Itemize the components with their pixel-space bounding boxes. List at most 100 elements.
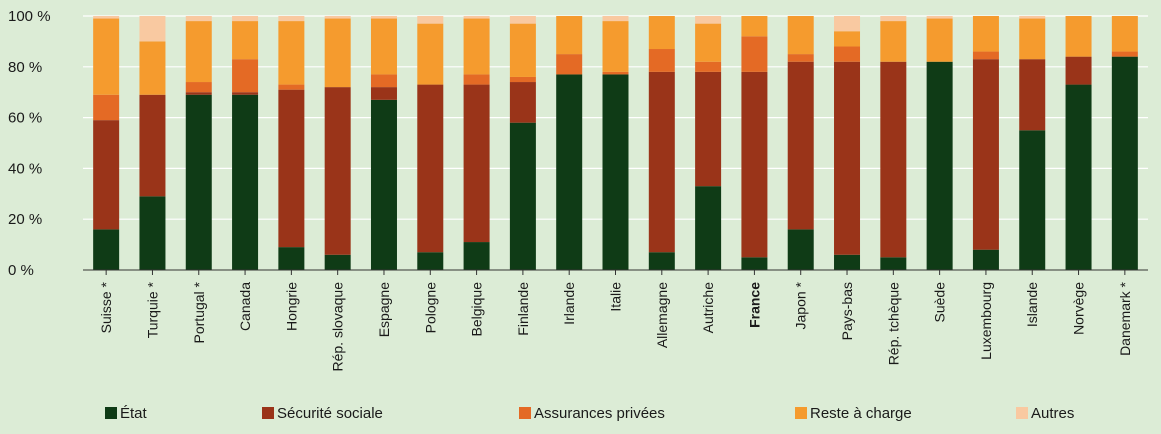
bar-segment-4 (1019, 18, 1046, 60)
x-tick-label: Luxembourg (978, 282, 994, 360)
bar-segment-5 (278, 16, 305, 22)
bar-segment-3 (741, 36, 768, 72)
x-tick-label: Autriche (700, 282, 716, 334)
bar-segment-1 (926, 61, 953, 270)
bar-segment-2 (93, 120, 120, 230)
bar-segment-4 (695, 23, 722, 62)
x-tick-label: Suède (932, 282, 948, 323)
bar-segment-1 (1019, 130, 1046, 270)
bar-segment-5 (695, 16, 722, 24)
bar-segment-1 (324, 254, 351, 270)
bar-segment-4 (417, 23, 444, 85)
bar-segment-1 (1065, 84, 1092, 270)
bar-segment-5 (1019, 16, 1046, 19)
bar-segment-5 (139, 16, 166, 42)
bar-segment-2 (787, 61, 814, 230)
bar-segment-3 (695, 61, 722, 72)
legend-swatch (795, 407, 807, 419)
x-tick-label: Irlande (561, 282, 577, 325)
bar-segment-2 (509, 82, 536, 123)
x-tick-label: Canada (237, 282, 253, 331)
bar-segment-3 (509, 76, 536, 83)
bar-segment-4 (880, 21, 907, 62)
bar-segment-4 (278, 21, 305, 85)
bar-segment-3 (278, 84, 305, 90)
y-tick-label: 60 % (8, 110, 42, 127)
x-tick-label: Rép. tchèque (885, 282, 901, 365)
bar-segment-4 (972, 16, 999, 52)
bar-segment-2 (695, 71, 722, 187)
bar-segment-1 (232, 94, 259, 271)
bar-segment-3 (1111, 51, 1138, 57)
bar-segment-3 (463, 74, 490, 85)
y-tick-label: 20 % (8, 211, 42, 228)
bar-segment-3 (370, 74, 397, 88)
bar-segment-4 (1065, 16, 1092, 57)
bar-segment-2 (741, 71, 768, 258)
x-tick-label: Danemark * (1117, 281, 1133, 355)
x-tick-label: Pologne (422, 282, 438, 334)
bar-segment-4 (232, 21, 259, 60)
bar-segment-2 (834, 61, 861, 255)
x-tick-label: Rép. slovaque (330, 282, 346, 372)
bar-segment-2 (463, 84, 490, 243)
bar-segment-3 (787, 54, 814, 62)
bar-segment-5 (463, 16, 490, 19)
x-tick-label: Espagne (376, 282, 392, 337)
bar-segment-1 (880, 257, 907, 270)
legend-label: État (120, 405, 148, 422)
legend-swatch (1016, 407, 1028, 419)
bar-segment-1 (278, 247, 305, 270)
bar-segment-2 (185, 92, 212, 95)
bar-segment-1 (695, 186, 722, 270)
bar-segment-5 (324, 16, 351, 19)
bar-segment-3 (93, 94, 120, 121)
y-tick-label: 100 % (8, 8, 51, 25)
bar-segment-4 (93, 18, 120, 95)
bar-segment-3 (834, 46, 861, 62)
bar-segment-1 (185, 94, 212, 271)
bar-segment-5 (926, 16, 953, 19)
x-tick-label: Italie (608, 282, 624, 312)
bar-segment-1 (463, 242, 490, 270)
bar-segment-4 (648, 16, 675, 50)
bar-segment-4 (324, 18, 351, 88)
x-tick-label: Turquie * (144, 281, 160, 338)
x-tick-label: Hongrie (283, 282, 299, 331)
x-tick-label: Allemagne (654, 282, 670, 348)
bar-segment-2 (648, 71, 675, 253)
bar-segment-4 (926, 18, 953, 62)
bar-segment-2 (370, 87, 397, 100)
x-tick-label: Norvège (1071, 282, 1087, 335)
x-tick-label: Portugal * (191, 281, 207, 343)
legend-label: Reste à charge (810, 405, 912, 422)
bar-segment-4 (834, 31, 861, 47)
bar-segment-5 (417, 16, 444, 24)
bar-segment-3 (556, 54, 583, 75)
bar-segment-3 (648, 49, 675, 72)
bar-segment-1 (93, 229, 120, 270)
bar-segment-2 (1019, 59, 1046, 131)
legend-label: Sécurité sociale (277, 405, 383, 422)
bar-segment-4 (463, 18, 490, 75)
bar-segment-5 (834, 16, 861, 32)
legend-swatch (105, 407, 117, 419)
bar-segment-5 (509, 16, 536, 24)
bar-segment-1 (648, 252, 675, 270)
x-tick-label: Belgique (469, 282, 485, 337)
bar-segment-5 (93, 16, 120, 19)
bar-segment-1 (834, 254, 861, 270)
bar-segment-1 (509, 122, 536, 271)
legend-swatch (519, 407, 531, 419)
bar-segment-2 (278, 89, 305, 248)
y-tick-label: 40 % (8, 160, 42, 177)
legend-label: Assurances privées (534, 405, 665, 422)
bar-segment-3 (232, 59, 259, 93)
bar-segment-4 (370, 18, 397, 75)
bar-segment-1 (370, 99, 397, 270)
bar-segment-1 (787, 229, 814, 270)
bar-segment-4 (139, 41, 166, 95)
legend-label: Autres (1031, 405, 1074, 422)
y-tick-label: 80 % (8, 59, 42, 76)
